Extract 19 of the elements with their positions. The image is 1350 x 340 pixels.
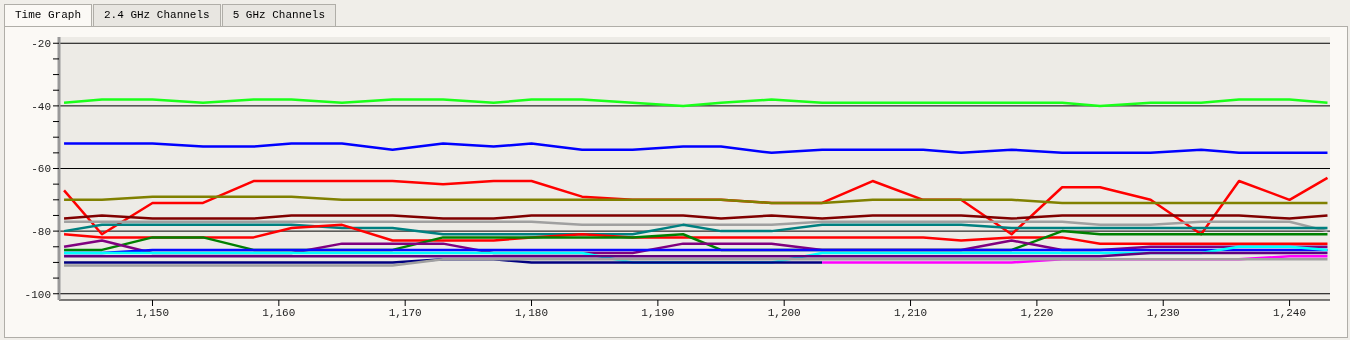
text: 5 GHz Channels [221,4,337,26]
x-tick-label: 1,240 [1273,306,1307,319]
x-tick-label: 1,170 [388,306,422,319]
text: 2.4 GHz Channels [93,4,221,26]
x-tick-label: 1,190 [641,306,675,319]
y-tick-label: -100 [24,288,51,301]
y-tick-label: -60 [31,163,51,176]
x-tick-label: 1,150 [135,306,169,319]
text: Time Graph [4,4,93,26]
y-tick-label: -20 [31,38,51,51]
x-tick-label: 1,220 [1020,306,1054,319]
line-series [62,142,1329,155]
x-tick-label: 1,160 [262,306,296,319]
x-tick-label: 1,230 [1146,306,1180,319]
x-tick-label: 1,210 [894,306,928,319]
y-tick-label: -80 [31,226,51,239]
y-tick-label: -40 [31,100,51,113]
x-tick-label: 1,200 [767,306,801,319]
x-tick-label: 1,180 [515,306,549,319]
